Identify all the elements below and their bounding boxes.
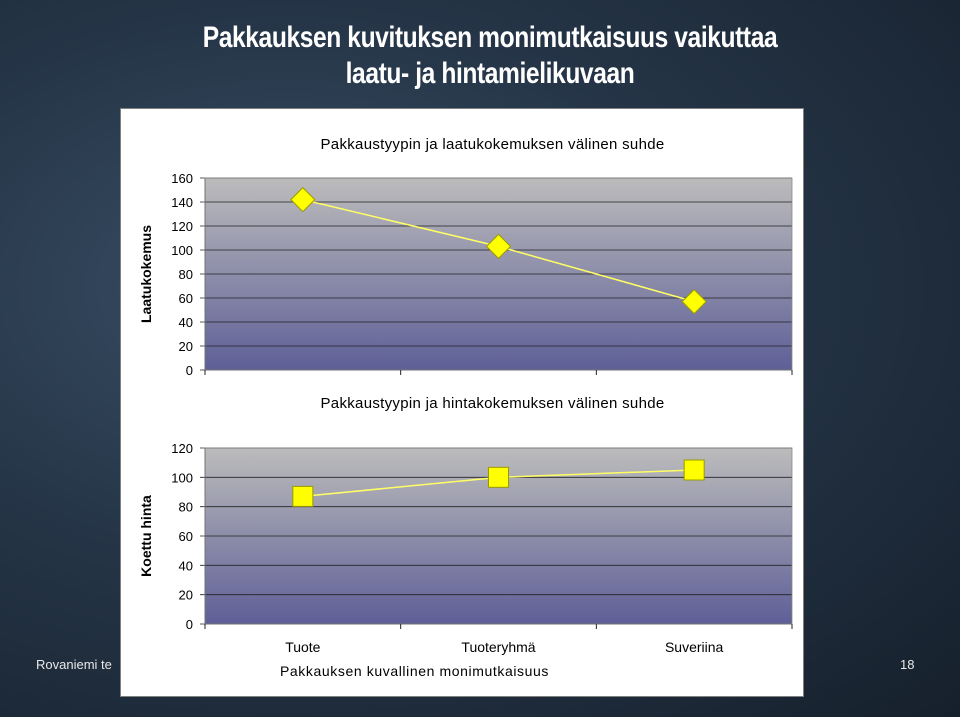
chart-1: Pakkaustyypin ja laatukokemuksen välinen… (138, 136, 793, 378)
y-tick-label: 20 (179, 588, 193, 603)
y-tick-label: 140 (171, 195, 193, 210)
slide-title: Pakkauksen kuvituksen monimutkaisuus vai… (88, 20, 875, 92)
slide-title-line1: Pakkauksen kuvituksen monimutkaisuus vai… (202, 21, 778, 54)
page-number: 18 (900, 657, 915, 672)
plot-border (204, 177, 793, 371)
y-tick-label: 100 (171, 243, 193, 258)
chart-2: Pakkaustyypin ja hintakokemuksen välinen… (138, 395, 793, 679)
chart-title: Pakkaustyypin ja hintakokemuksen välinen… (321, 395, 665, 412)
y-tick-label: 120 (171, 219, 193, 234)
y-tick-label: 80 (179, 267, 193, 282)
y-tick-label: 80 (179, 500, 193, 515)
y-tick-label: 60 (179, 529, 193, 544)
x-category-label: Tuote (285, 639, 320, 655)
y-tick-label: 100 (171, 470, 193, 485)
data-point-marker (488, 466, 509, 488)
y-axis-label: Laatukokemus (138, 225, 154, 323)
y-tick-label: 0 (186, 617, 193, 632)
data-point-marker (290, 186, 316, 213)
slide-title-line2: laatu- ja hintamielikuvaan (345, 57, 635, 90)
y-tick-label: 120 (171, 441, 193, 456)
chart-panel: Pakkaustyypin ja laatukokemuksen välinen… (120, 108, 804, 697)
x-category-label: Tuoteryhmä (461, 639, 535, 655)
y-tick-label: 160 (171, 171, 193, 186)
data-point-marker (681, 288, 707, 315)
data-point-marker (485, 233, 512, 260)
y-tick-label: 60 (179, 291, 193, 306)
y-axis-label: Koettu hinta (138, 495, 154, 577)
data-point-marker (683, 459, 705, 481)
plot-border (204, 447, 793, 625)
y-tick-label: 20 (179, 339, 193, 354)
data-point-marker (292, 485, 314, 507)
chart-canvas: Pakkaustyypin ja laatukokemuksen välinen… (138, 136, 793, 679)
y-tick-label: 40 (179, 558, 193, 573)
footer-text: Rovaniemi te (36, 657, 112, 672)
y-tick-label: 0 (186, 363, 193, 378)
x-axis-label: Pakkauksen kuvallinen monimutkaisuus (280, 663, 549, 679)
chart-title: Pakkaustyypin ja laatukokemuksen välinen… (321, 136, 665, 153)
y-tick-label: 40 (179, 315, 193, 330)
x-category-label: Suveriina (665, 639, 724, 655)
